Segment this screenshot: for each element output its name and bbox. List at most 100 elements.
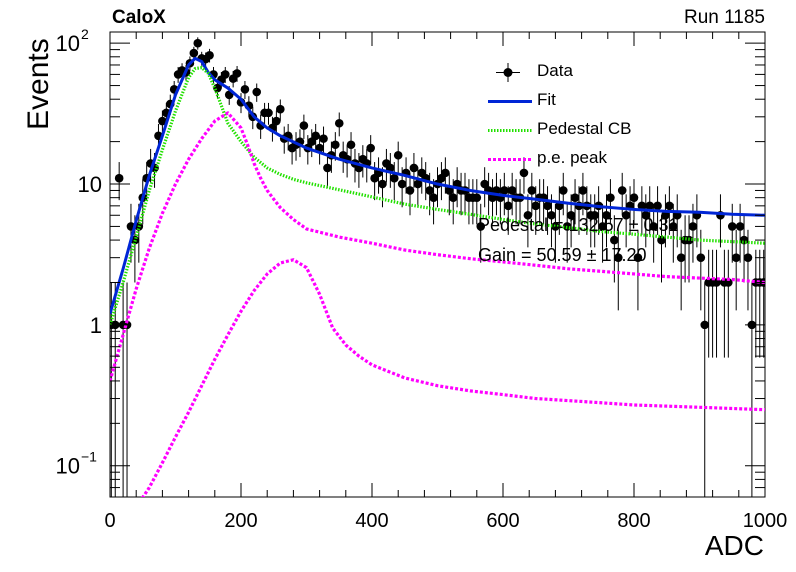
data-point bbox=[602, 194, 611, 248]
x-tick-label: 600 bbox=[486, 510, 519, 532]
legend-entry-fit: Fit bbox=[484, 87, 654, 116]
y-tick-exponent: 2 bbox=[81, 26, 89, 42]
data-point bbox=[523, 194, 533, 248]
data-point bbox=[507, 172, 517, 216]
data-point bbox=[366, 135, 375, 165]
gain-result: Gain = 50.59 ± 17.20 bbox=[478, 245, 647, 265]
data-point bbox=[291, 132, 301, 161]
data-point bbox=[519, 157, 529, 194]
data-point bbox=[272, 110, 281, 134]
legend-label-pe-peak: p.e. peak bbox=[537, 148, 607, 167]
data-point bbox=[118, 282, 128, 497]
data-point bbox=[551, 203, 560, 263]
data-point bbox=[437, 162, 446, 201]
data-point bbox=[122, 282, 132, 497]
data-point bbox=[720, 249, 729, 358]
data-point bbox=[590, 194, 599, 248]
data-point bbox=[680, 215, 690, 283]
y-axis-label: Events bbox=[22, 38, 55, 130]
data-point bbox=[704, 249, 713, 358]
data-point bbox=[405, 172, 415, 216]
data-point bbox=[409, 152, 419, 188]
data-point bbox=[598, 203, 607, 263]
data-point bbox=[649, 203, 658, 263]
data-point bbox=[346, 132, 356, 161]
series-line-pedestal-cb bbox=[110, 66, 765, 326]
legend-line-pe-peak bbox=[488, 158, 532, 161]
data-point bbox=[331, 132, 340, 161]
legend-line-fit bbox=[488, 100, 532, 103]
data-point bbox=[441, 157, 450, 194]
legend-marker-data bbox=[496, 63, 520, 82]
legend-entry-pedestal: Pedestal CB bbox=[484, 116, 654, 145]
data-point bbox=[570, 179, 580, 225]
series-line-p-e-peak bbox=[110, 111, 765, 382]
data-point bbox=[558, 172, 568, 216]
legend-label-fit: Fit bbox=[537, 90, 556, 109]
data-point bbox=[751, 249, 761, 358]
x-tick-label: 800 bbox=[617, 510, 650, 532]
y-tick-label: 10 bbox=[56, 31, 80, 56]
data-point bbox=[389, 162, 399, 201]
fit-results: Pedestal = 132.57 ± 0.31 Gain = 50.59 ± … bbox=[478, 210, 679, 270]
data-point bbox=[114, 162, 124, 201]
data-point bbox=[759, 249, 765, 358]
legend-line-pedestal bbox=[488, 129, 532, 132]
data-point bbox=[527, 172, 537, 216]
data-point bbox=[444, 172, 454, 216]
data-point bbox=[692, 194, 702, 248]
data-point bbox=[755, 249, 765, 358]
data-point bbox=[531, 186, 541, 235]
data-point bbox=[264, 102, 273, 125]
data-point bbox=[205, 48, 214, 63]
data-point bbox=[621, 194, 631, 248]
series-line-pe-peak-2 bbox=[141, 258, 765, 497]
y-tick-label: 1 bbox=[90, 313, 102, 338]
data-point bbox=[476, 203, 486, 263]
data-point bbox=[641, 194, 651, 248]
data-point bbox=[393, 141, 403, 173]
legend-label-pedestal: Pedestal CB bbox=[537, 119, 632, 138]
data-point bbox=[629, 179, 639, 225]
x-axis-label: ADC bbox=[704, 530, 764, 561]
data-point bbox=[503, 186, 513, 235]
pedestal-result: Pedestal = 132.57 ± 0.31 bbox=[478, 215, 679, 235]
data-point bbox=[232, 66, 242, 82]
data-point bbox=[110, 282, 116, 497]
data-point bbox=[676, 229, 686, 311]
data-point bbox=[578, 172, 588, 216]
data-point bbox=[747, 282, 757, 497]
legend-entry-data: Data bbox=[484, 58, 654, 87]
data-point bbox=[696, 229, 706, 311]
x-tick-label: 200 bbox=[224, 510, 257, 532]
data-point bbox=[613, 229, 623, 311]
y-tick-label: 10 bbox=[78, 172, 102, 197]
data-point bbox=[252, 83, 262, 102]
data-point bbox=[543, 186, 552, 235]
data-point bbox=[386, 152, 395, 188]
data-point bbox=[606, 179, 615, 225]
y-tick-exponent: −1 bbox=[81, 449, 97, 465]
legend-entry-pe-peak: p.e. peak bbox=[484, 145, 654, 174]
data-point bbox=[334, 112, 344, 137]
x-tick-label: 0 bbox=[104, 510, 115, 532]
legend-label-data: Data bbox=[537, 61, 573, 80]
data-point bbox=[299, 114, 309, 139]
y-tick-label: 10 bbox=[56, 454, 80, 479]
data-point bbox=[700, 282, 710, 497]
data-point bbox=[193, 37, 203, 50]
data-point bbox=[633, 229, 643, 311]
data-point bbox=[708, 249, 717, 358]
data-point bbox=[429, 179, 438, 225]
data-point bbox=[547, 194, 556, 248]
x-tick-label: 1000 bbox=[743, 510, 788, 532]
data-point bbox=[276, 99, 285, 121]
data-point bbox=[319, 126, 328, 154]
data-point bbox=[743, 229, 753, 311]
data-point bbox=[240, 81, 250, 99]
data-point bbox=[724, 249, 733, 358]
series-layer bbox=[110, 37, 765, 497]
x-tick-label: 400 bbox=[355, 510, 388, 532]
